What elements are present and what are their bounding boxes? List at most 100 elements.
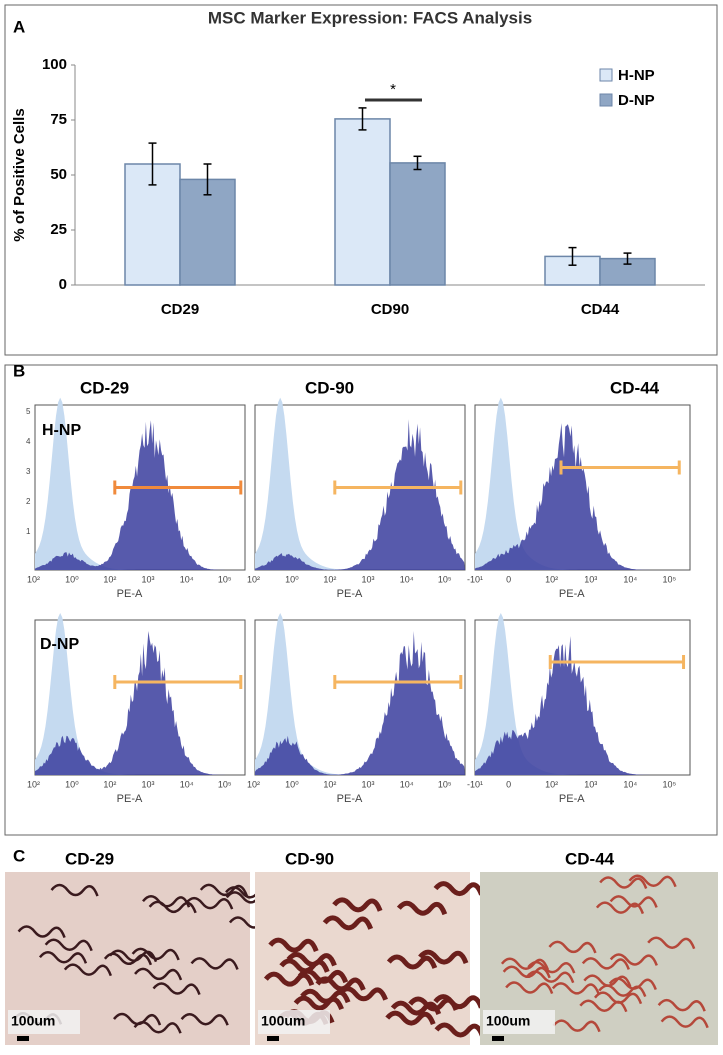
stain <box>500 957 550 971</box>
legend-swatch <box>599 93 613 107</box>
histogram-control <box>255 397 465 570</box>
scale-label: 100um <box>261 1013 305 1029</box>
scale-label: 100um <box>11 1013 55 1029</box>
gate-bar <box>559 460 681 475</box>
bar <box>334 118 391 286</box>
histogram-sample <box>35 420 245 570</box>
x-tick-label: 10³ <box>362 779 375 789</box>
stain <box>44 938 93 952</box>
stain <box>609 895 658 908</box>
x-tick-label: CD29 <box>161 301 199 318</box>
x-tick-label: 0 <box>506 779 511 789</box>
legend-label: D-NP <box>618 92 655 109</box>
y-tick-label: 3 <box>26 467 31 476</box>
gate-bar <box>333 480 463 495</box>
error-bar <box>568 246 577 266</box>
x-tick-label: 10² <box>247 574 260 584</box>
y-tick-label: 2 <box>26 497 31 506</box>
stain <box>38 951 88 964</box>
stain <box>268 937 319 953</box>
histogram-control <box>35 397 245 570</box>
stain <box>660 1015 709 1029</box>
x-tick-label: 10² <box>27 574 40 584</box>
stain <box>505 981 554 994</box>
stain <box>418 949 469 965</box>
stain <box>199 883 248 897</box>
scale-label: 100um <box>486 1013 530 1029</box>
stain <box>332 897 383 913</box>
y-tick-label: 0 <box>59 276 67 293</box>
x-tick-label: 10² <box>103 779 116 789</box>
bar <box>179 178 236 286</box>
stain <box>133 1020 182 1034</box>
x-axis-label: PE-A <box>559 588 585 600</box>
stain <box>598 984 647 998</box>
stain <box>263 971 315 987</box>
column-header: CD-29 <box>80 378 129 397</box>
x-tick-label: 10² <box>323 779 336 789</box>
error-bar <box>358 107 367 131</box>
x-tick-label: 10³ <box>142 779 155 789</box>
stain <box>647 936 696 950</box>
stain <box>628 874 677 888</box>
y-tick-label: 75 <box>50 111 67 128</box>
chart-title: MSC Marker Expression: FACS Analysis <box>208 8 532 27</box>
column-header: CD-44 <box>610 378 660 397</box>
x-tick-label: 10² <box>323 574 336 584</box>
error-bar <box>148 142 157 186</box>
x-tick-label: 10² <box>27 779 40 789</box>
stain <box>552 1019 601 1033</box>
x-tick-label: 10³ <box>584 574 597 584</box>
x-tick-label: 10⁴ <box>400 574 414 584</box>
stain <box>593 991 643 1005</box>
stain <box>50 883 99 897</box>
stain <box>433 994 484 1010</box>
row-label: H-NP <box>42 422 81 439</box>
y-axis-label: % of Positive Cells <box>11 108 28 241</box>
gate-bar <box>113 675 243 689</box>
x-tick-label: CD90 <box>371 301 409 318</box>
x-tick-label: 10⁴ <box>623 574 637 584</box>
stain <box>148 900 197 914</box>
x-tick-label: 10⁵ <box>218 779 232 789</box>
histogram-sample <box>475 635 690 775</box>
x-tick-label: 10² <box>545 574 558 584</box>
y-tick-label: 5 <box>26 407 31 416</box>
gate-bar <box>113 480 243 495</box>
error-bar <box>623 252 632 265</box>
annotation: * <box>390 81 396 98</box>
legend-swatch <box>599 68 613 82</box>
gate-bar <box>548 655 686 669</box>
stain <box>581 957 630 970</box>
x-tick-label: -10¹ <box>467 779 483 789</box>
scale-box <box>258 1010 330 1034</box>
stain <box>433 881 484 897</box>
x-tick-label: 10⁴ <box>400 779 414 789</box>
y-tick-label: 4 <box>26 437 31 446</box>
histogram-sample <box>255 419 465 570</box>
stain <box>434 1022 485 1038</box>
x-tick-label: 10² <box>103 574 116 584</box>
y-tick-label: 100 <box>42 56 67 73</box>
x-tick-label: 10⁵ <box>218 574 232 584</box>
scale-box <box>8 1010 80 1034</box>
y-tick-label: 25 <box>50 221 67 238</box>
stain <box>599 876 648 889</box>
error-bar <box>203 163 212 196</box>
histogram-sample <box>475 423 690 570</box>
scale-bar <box>267 1036 279 1041</box>
stain <box>390 1000 442 1016</box>
x-tick-label: 10⁰ <box>285 574 299 584</box>
stain <box>657 998 706 1012</box>
x-tick-label: CD44 <box>581 301 620 318</box>
x-tick-label: 10⁵ <box>662 574 676 584</box>
x-tick-label: 10² <box>545 779 558 789</box>
stain <box>396 900 448 916</box>
x-tick-label: 10³ <box>362 574 375 584</box>
x-tick-label: 10⁵ <box>438 574 452 584</box>
x-tick-label: 10⁰ <box>65 574 79 584</box>
x-tick-label: 10⁴ <box>180 779 194 789</box>
x-tick-label: 10⁰ <box>285 779 299 789</box>
